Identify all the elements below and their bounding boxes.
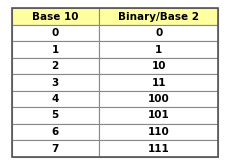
Text: 7: 7	[51, 144, 59, 153]
Text: 0: 0	[51, 28, 59, 38]
Bar	[11, 41, 98, 58]
Bar	[98, 91, 218, 107]
Bar	[11, 25, 98, 41]
Text: 0: 0	[154, 28, 162, 38]
Text: 111: 111	[147, 144, 169, 153]
Text: 3: 3	[51, 78, 59, 87]
Bar	[11, 8, 98, 25]
Text: 10: 10	[151, 61, 165, 71]
Bar	[11, 91, 98, 107]
Bar	[11, 58, 98, 74]
Text: 5: 5	[51, 111, 59, 120]
Text: 100: 100	[147, 94, 169, 104]
Text: 110: 110	[147, 127, 169, 137]
Text: 1: 1	[51, 45, 59, 54]
Text: 101: 101	[147, 111, 169, 120]
Bar	[11, 124, 98, 140]
Bar	[98, 107, 218, 124]
Bar	[98, 140, 218, 157]
Bar	[98, 124, 218, 140]
Bar	[98, 58, 218, 74]
Bar	[11, 74, 98, 91]
Bar	[98, 8, 218, 25]
Text: 1: 1	[154, 45, 162, 54]
Text: 4: 4	[51, 94, 59, 104]
Bar	[11, 107, 98, 124]
Text: Base 10: Base 10	[32, 12, 78, 21]
Text: 6: 6	[51, 127, 59, 137]
Text: Binary/Base 2: Binary/Base 2	[118, 12, 198, 21]
Bar	[11, 140, 98, 157]
Text: 11: 11	[151, 78, 165, 87]
Bar	[98, 41, 218, 58]
Bar	[98, 25, 218, 41]
Bar	[11, 8, 218, 157]
Bar	[98, 74, 218, 91]
Text: 2: 2	[51, 61, 59, 71]
